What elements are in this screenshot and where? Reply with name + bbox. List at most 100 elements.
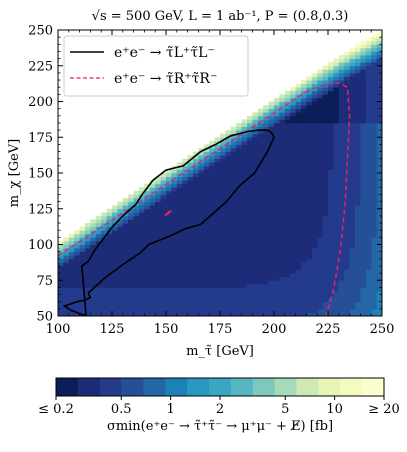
heatmap-cell <box>274 248 280 253</box>
heatmap-cell <box>252 180 259 185</box>
heatmap-cell <box>85 301 91 306</box>
heatmap-cell <box>79 290 86 295</box>
heatmap-cell <box>376 305 382 310</box>
heatmap-cell <box>376 119 382 124</box>
heatmap-cell <box>301 273 307 278</box>
colorbar-tick-label: 1 <box>166 402 174 417</box>
heatmap-cell <box>144 223 151 228</box>
heatmap-cell <box>290 108 296 113</box>
heatmap-cell <box>328 169 334 174</box>
heatmap-cell <box>365 162 372 167</box>
heatmap-cell <box>333 255 340 260</box>
heatmap-cell <box>328 87 334 92</box>
heatmap-cell <box>306 280 313 285</box>
heatmap-cell <box>279 269 286 274</box>
heatmap-cell <box>360 265 367 270</box>
heatmap-cell <box>349 237 356 242</box>
heatmap-cell <box>311 137 318 142</box>
heatmap-cell <box>349 298 356 303</box>
heatmap-cell <box>328 162 334 167</box>
heatmap-cell <box>122 237 129 242</box>
heatmap-cell <box>187 165 194 170</box>
heatmap-cell <box>328 294 334 299</box>
heatmap-cell <box>133 223 140 228</box>
heatmap-cell <box>166 180 172 185</box>
heatmap-cell <box>225 305 232 310</box>
heatmap-cell <box>203 305 210 310</box>
heatmap-cell <box>176 180 183 185</box>
heatmap-cell <box>328 244 334 249</box>
heatmap-cell <box>101 283 107 288</box>
heatmap-cell <box>225 237 232 242</box>
heatmap-cell <box>85 244 91 249</box>
heatmap-cell <box>360 233 367 238</box>
heatmap-cell <box>230 130 237 135</box>
heatmap-cell <box>333 112 340 117</box>
heatmap-cell <box>290 187 296 192</box>
heatmap-cell <box>247 130 253 135</box>
heatmap-cell <box>95 219 102 224</box>
heatmap-cell <box>106 244 113 249</box>
heatmap-cell <box>214 155 221 160</box>
heatmap-cell <box>230 283 237 288</box>
heatmap-cell <box>360 219 367 224</box>
heatmap-cell <box>344 122 350 127</box>
heatmap-cell <box>355 55 361 59</box>
heatmap-cell <box>349 112 356 117</box>
heatmap-cell <box>74 265 80 270</box>
heatmap-cell <box>160 294 167 299</box>
heatmap-cell <box>214 187 221 192</box>
heatmap-cell <box>236 262 242 267</box>
heatmap-cell <box>144 265 151 270</box>
heatmap-cell <box>155 240 161 245</box>
heatmap-cell <box>333 94 340 99</box>
heatmap-cell <box>209 287 215 292</box>
heatmap-cell <box>360 240 367 245</box>
heatmap-cell <box>344 240 350 245</box>
heatmap-cell <box>263 301 269 306</box>
heatmap-cell <box>274 287 280 292</box>
heatmap-cell <box>257 201 264 206</box>
heatmap-cell <box>236 151 242 156</box>
heatmap-cell <box>230 262 237 267</box>
heatmap-cell <box>338 183 345 188</box>
heatmap-cell <box>317 208 323 213</box>
heatmap-cell <box>160 265 167 270</box>
heatmap-cell <box>236 258 242 263</box>
heatmap-cell <box>139 287 145 292</box>
heatmap-cell <box>193 151 199 156</box>
heatmap-cell <box>376 280 382 285</box>
heatmap-cell <box>193 287 199 292</box>
heatmap-cell <box>301 165 307 170</box>
heatmap-cell <box>349 122 356 127</box>
heatmap-cell <box>317 205 323 210</box>
heatmap-cell <box>279 226 286 231</box>
heatmap-cell <box>355 47 361 52</box>
heatmap-cell <box>355 301 361 306</box>
heatmap-cell <box>311 87 318 92</box>
heatmap-cell <box>257 298 264 303</box>
heatmap-cell <box>322 112 329 117</box>
heatmap-cell <box>365 51 372 56</box>
colorbar-swatch <box>340 378 363 396</box>
heatmap-cell <box>355 115 361 120</box>
heatmap-cell <box>79 287 86 292</box>
heatmap-cell <box>268 248 275 253</box>
heatmap-cell <box>241 190 248 195</box>
heatmap-cell <box>333 173 340 177</box>
heatmap-cell <box>328 126 334 131</box>
heatmap-cell <box>371 230 377 235</box>
colorbar-swatch <box>230 378 254 396</box>
heatmap-cell <box>344 255 350 260</box>
heatmap-cell <box>311 147 318 152</box>
heatmap-cell <box>257 226 264 231</box>
heatmap-cell <box>160 233 167 238</box>
heatmap-cell <box>295 90 302 95</box>
heatmap-cell <box>241 169 248 174</box>
heatmap-cell <box>171 208 178 213</box>
heatmap-cell <box>257 155 264 160</box>
heatmap-cell <box>311 155 318 160</box>
heatmap-cell <box>252 280 259 285</box>
heatmap-cell <box>290 176 296 181</box>
heatmap-cell <box>225 251 232 256</box>
